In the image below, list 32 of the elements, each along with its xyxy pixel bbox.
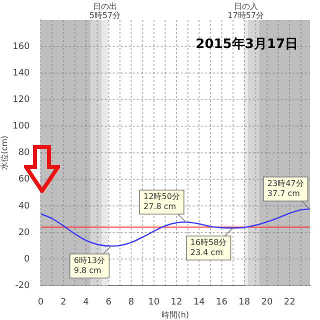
y-tick-label: 100 xyxy=(12,122,30,132)
x-tick-label: 4 xyxy=(83,297,90,308)
y-tick-label: 60 xyxy=(18,174,30,185)
y-axis-title: 水位(cm) xyxy=(0,136,9,170)
x-tick-label: 10 xyxy=(148,297,160,308)
x-tick-label: 16 xyxy=(216,297,228,308)
x-tick-label: 18 xyxy=(238,297,250,308)
y-tick-label: 0 xyxy=(24,254,30,264)
annotation: 16時58分 23.4 cm xyxy=(190,238,227,258)
band-label: 日の出 5時57分 xyxy=(89,2,121,20)
y-tick-label: 40 xyxy=(18,201,30,212)
text: 2015年3月17日 xyxy=(196,36,298,52)
x-tick-label: 0 xyxy=(38,297,44,308)
x-tick-label: 12 xyxy=(170,297,182,308)
annotation: 6時13分 9.8 cm xyxy=(74,256,106,276)
annotation: 23時47分 37.7 cm xyxy=(267,179,304,198)
y-tick-label: 20 xyxy=(18,228,30,238)
y-tick-label: 140 xyxy=(12,68,30,78)
x-tick-label: 20 xyxy=(261,297,274,308)
y-tick-label: 160 xyxy=(12,42,30,52)
y-tick-label: 80 xyxy=(18,148,30,158)
x-tick-label: 22 xyxy=(284,297,296,308)
x-tick-label: 6 xyxy=(106,297,112,308)
band-label: 日の入 17時57分 xyxy=(228,2,264,20)
annotation: 12時50分 27.8 cm xyxy=(144,192,180,212)
y-tick-label: -20 xyxy=(15,280,30,291)
line-series xyxy=(40,208,310,247)
x-axis-title: 時間(h) xyxy=(162,310,190,320)
x-tick-label: 2 xyxy=(60,297,66,308)
x-tick-label: 8 xyxy=(128,297,134,308)
y-tick-label: 120 xyxy=(12,95,30,106)
x-tick-label: 14 xyxy=(193,297,206,308)
